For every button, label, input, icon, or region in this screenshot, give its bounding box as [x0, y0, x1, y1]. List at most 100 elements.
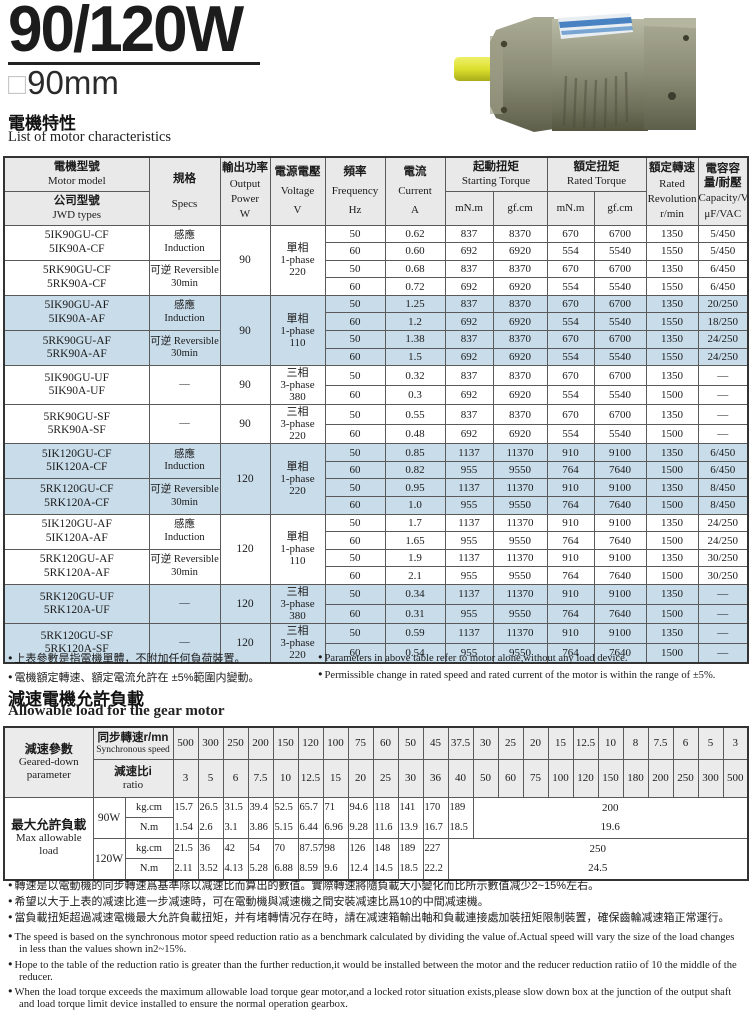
- motor-table-notes: ● 上表參數是指電機單體，不附加任何負荷裝置。 ● 電機額定轉速、額定電流允許在 ±5…: [8, 650, 745, 688]
- title-underline: [8, 62, 260, 65]
- data-cell: 692: [444, 242, 494, 261]
- voltage-cell: 三相 3-phase 380: [269, 365, 326, 406]
- data-cell: 24/250: [697, 330, 749, 349]
- data-cell: 1500: [645, 423, 699, 445]
- header-motor-model: 電機型號 Motor model: [3, 156, 150, 192]
- data-cell: 0.68: [384, 259, 446, 279]
- data-cell: 554: [546, 277, 595, 296]
- speed-column-header: 20: [522, 726, 549, 760]
- header-torque-unit-mnm: mN.m: [444, 190, 494, 226]
- data-cell: 24/250: [697, 513, 749, 533]
- data-cell: 60: [324, 423, 386, 445]
- data-cell: 60: [324, 384, 386, 406]
- merged-load-value-cell: 200 19.6: [472, 796, 749, 839]
- data-cell: 8/450: [697, 478, 749, 498]
- max-allowable-load-label: 最大允許負載 Max allowable load: [3, 796, 94, 880]
- data-cell: 1350: [645, 330, 699, 349]
- data-cell: 1137: [444, 443, 494, 462]
- data-cell: 60: [324, 277, 386, 296]
- speed-column-header: 25: [497, 726, 524, 760]
- table-row: N.m 2.11 3.52 4.13 5.28 6.88 8.59 9.6 12.4 14.5 18…: [4, 858, 748, 880]
- ratio-column-header: 36: [422, 758, 449, 798]
- data-cell: —: [697, 584, 749, 605]
- specs-cell: 感應 Induction: [148, 294, 221, 332]
- load-value-cell: 3.86: [247, 817, 274, 839]
- header-capacity: 電容容量/耐壓 Capacity/Ve μF/VAC: [697, 156, 749, 226]
- data-cell: 5540: [593, 277, 647, 296]
- data-cell: 955: [444, 460, 494, 480]
- load-value-cell: 54: [247, 837, 274, 859]
- model-cell: 5RK90GU-CF 5RK90A-CF: [3, 259, 150, 296]
- data-cell: 1137: [444, 478, 494, 498]
- voltage-cell: 三相 3-phase 220: [269, 623, 326, 664]
- data-cell: 6920: [492, 277, 548, 296]
- load-value-cell: 126: [347, 837, 374, 859]
- ratio-column-header: 6: [222, 758, 249, 798]
- data-cell: 8370: [492, 259, 548, 279]
- load-value-cell: 148: [372, 837, 399, 859]
- data-cell: 60: [324, 642, 386, 664]
- speed-column-header: 500: [172, 726, 199, 760]
- data-cell: 1350: [645, 623, 699, 644]
- note-item: ● When the load torque exceeds the maximu…: [8, 986, 732, 1011]
- speed-column-header: 45: [422, 726, 449, 760]
- data-cell: 0.95: [384, 478, 446, 498]
- speed-column-header: 7.5: [647, 726, 674, 760]
- load-table: 減速參數 Geared-down parameter 同步轉速r/mn Synchron…: [3, 726, 749, 881]
- speed-column-header: 12.5: [572, 726, 599, 760]
- table-row: 5RK90GU-SF 5RK90A-SF —90 三相 3-phase 220 50 0.55…: [3, 404, 749, 445]
- speed-column-header: 75: [347, 726, 374, 760]
- data-cell: —: [697, 384, 749, 406]
- unit-nm-cell: N.m: [124, 817, 174, 839]
- table-row: 120W kg.cm 21.5 36 42 54 70 87.57 98 126 148 189 227…: [4, 837, 749, 880]
- data-cell: 9100: [593, 623, 647, 644]
- speed-column-header: 10: [597, 726, 624, 760]
- data-cell: 837: [444, 365, 494, 386]
- frame-size: □90mm: [8, 66, 119, 102]
- load-value-cell: 22.2: [422, 858, 449, 880]
- ratio-column-header: 100: [547, 758, 574, 798]
- data-cell: 50: [324, 443, 386, 462]
- data-cell: 837: [444, 404, 494, 425]
- data-cell: 6/450: [697, 443, 749, 462]
- load-value-cell: 5.15: [272, 817, 299, 839]
- data-cell: 5/450: [697, 224, 749, 244]
- table-row: 5IK120GU-AF 5IK120A-AF 感應 Induction 120 單相 1-p…: [3, 513, 749, 586]
- load-value-cell: 13.9: [397, 817, 424, 839]
- data-cell: 1350: [645, 584, 699, 605]
- data-cell: 5540: [593, 312, 647, 332]
- data-cell: 5540: [593, 347, 647, 367]
- data-cell: 955: [444, 603, 494, 624]
- table-row: 5IK90GU-AF 5IK90A-AF 感應 Induction 90 單相 1-phas…: [3, 294, 749, 367]
- bullet-icon: ●: [8, 896, 13, 905]
- bullet-icon: ●: [8, 986, 13, 996]
- load-value-cell: 98: [322, 837, 349, 859]
- table-row: 最大允許負載 Max allowable load 90W kg.cm 15.7 26.5 3…: [3, 796, 749, 880]
- speed-column-header: 120: [297, 726, 324, 760]
- data-cell: 1137: [444, 513, 494, 533]
- voltage-cell: 三相 3-phase 220: [269, 404, 326, 445]
- header-frequency: 頻率 Frequency Hz: [324, 156, 386, 226]
- table-row: 60 1.0 955 9550 764 7640 1500 8/450: [4, 496, 749, 515]
- data-cell: 1500: [645, 642, 699, 664]
- note-item: ● Parameters in above table refer to moto…: [318, 652, 628, 664]
- note-item: ● 轉速是以電動機的同步轉速爲基準除以减速比而算出的數值。實際轉速將隨負載大小變化…: [8, 880, 600, 892]
- data-cell: 50: [324, 365, 386, 386]
- load-value-cell: 65.7: [297, 796, 324, 818]
- data-cell: 6700: [593, 365, 647, 386]
- section-motor-characteristics-zh: 電機特性: [8, 114, 76, 133]
- voltage-cell: 單相 1-phase 220: [269, 224, 326, 296]
- data-cell: 50: [324, 224, 386, 244]
- table-row: 60 1.65 955 9550 764 7640 1500 24/250: [4, 531, 749, 550]
- data-cell: 0.3: [384, 384, 446, 406]
- data-cell: 0.32: [384, 365, 446, 386]
- bullet-icon: ●: [8, 672, 13, 681]
- load-value-cell: 9.6: [322, 858, 349, 880]
- load-value-cell: 16.7: [422, 817, 449, 839]
- bullet-icon: ●: [8, 931, 13, 940]
- data-cell: 6920: [492, 423, 548, 445]
- ratio-column-header: 3: [172, 758, 199, 798]
- speed-column-header: 15: [547, 726, 574, 760]
- data-cell: 1500: [645, 384, 699, 406]
- load-value-cell: 170: [422, 796, 449, 818]
